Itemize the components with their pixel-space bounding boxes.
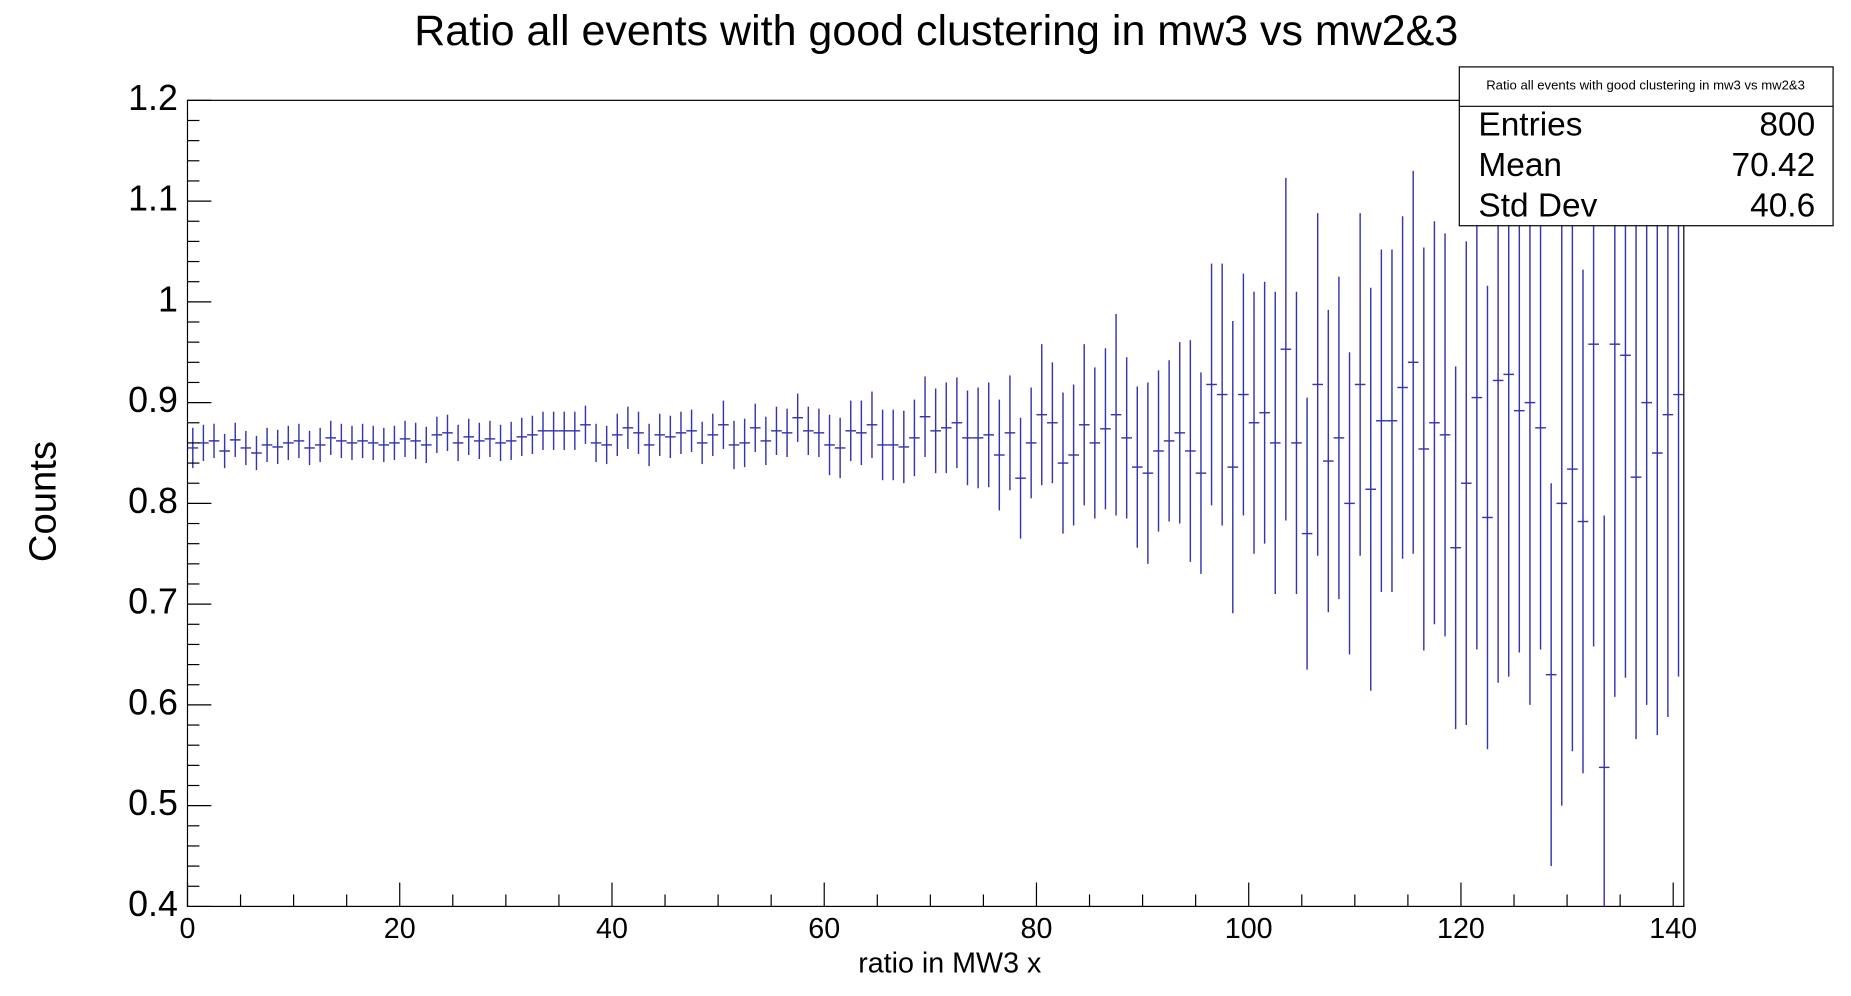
stats-value: 40.6: [1750, 188, 1815, 225]
y-tick-label: 0.9: [128, 380, 178, 420]
y-tick-label: 1: [158, 279, 178, 319]
x-tick-label: 120: [1437, 913, 1485, 945]
stats-label: Mean: [1478, 147, 1562, 184]
y-tick-label: 0.4: [128, 884, 178, 924]
stats-box: Ratio all events with good clustering in…: [1458, 66, 1834, 227]
x-tick-label: 80: [1021, 913, 1053, 945]
x-axis-title: ratio in MW3 x: [858, 948, 1042, 980]
y-tick-label: 1.2: [128, 78, 178, 118]
stats-rows: Entries 800 Mean 70.42 Std Dev 40.6: [1478, 106, 1815, 224]
y-tick-label: 0.5: [128, 783, 178, 823]
stats-value: 70.42: [1732, 147, 1816, 184]
y-tick-label: 1.1: [128, 179, 178, 219]
stats-frame: [1458, 66, 1834, 227]
stats-value: 800: [1759, 106, 1815, 143]
x-tick-label: 20: [384, 913, 416, 945]
x-tick-label: 100: [1225, 913, 1273, 945]
y-tick-label: 0.8: [128, 481, 178, 521]
y-axis-title: Counts: [21, 441, 64, 562]
stats-label: Std Dev: [1478, 188, 1597, 225]
x-tick-label: 40: [596, 913, 628, 945]
x-tick-label: 0: [180, 913, 196, 945]
y-tick-label: 0.6: [128, 682, 178, 722]
stats-title: Ratio all events with good clustering in…: [1486, 77, 1805, 92]
y-tick-label: 0.7: [128, 582, 178, 622]
chart-title: Ratio all events with good clustering in…: [414, 7, 1458, 55]
stats-label: Entries: [1478, 106, 1582, 143]
x-tick-label: 140: [1649, 913, 1697, 945]
x-tick-label: 60: [808, 913, 840, 945]
